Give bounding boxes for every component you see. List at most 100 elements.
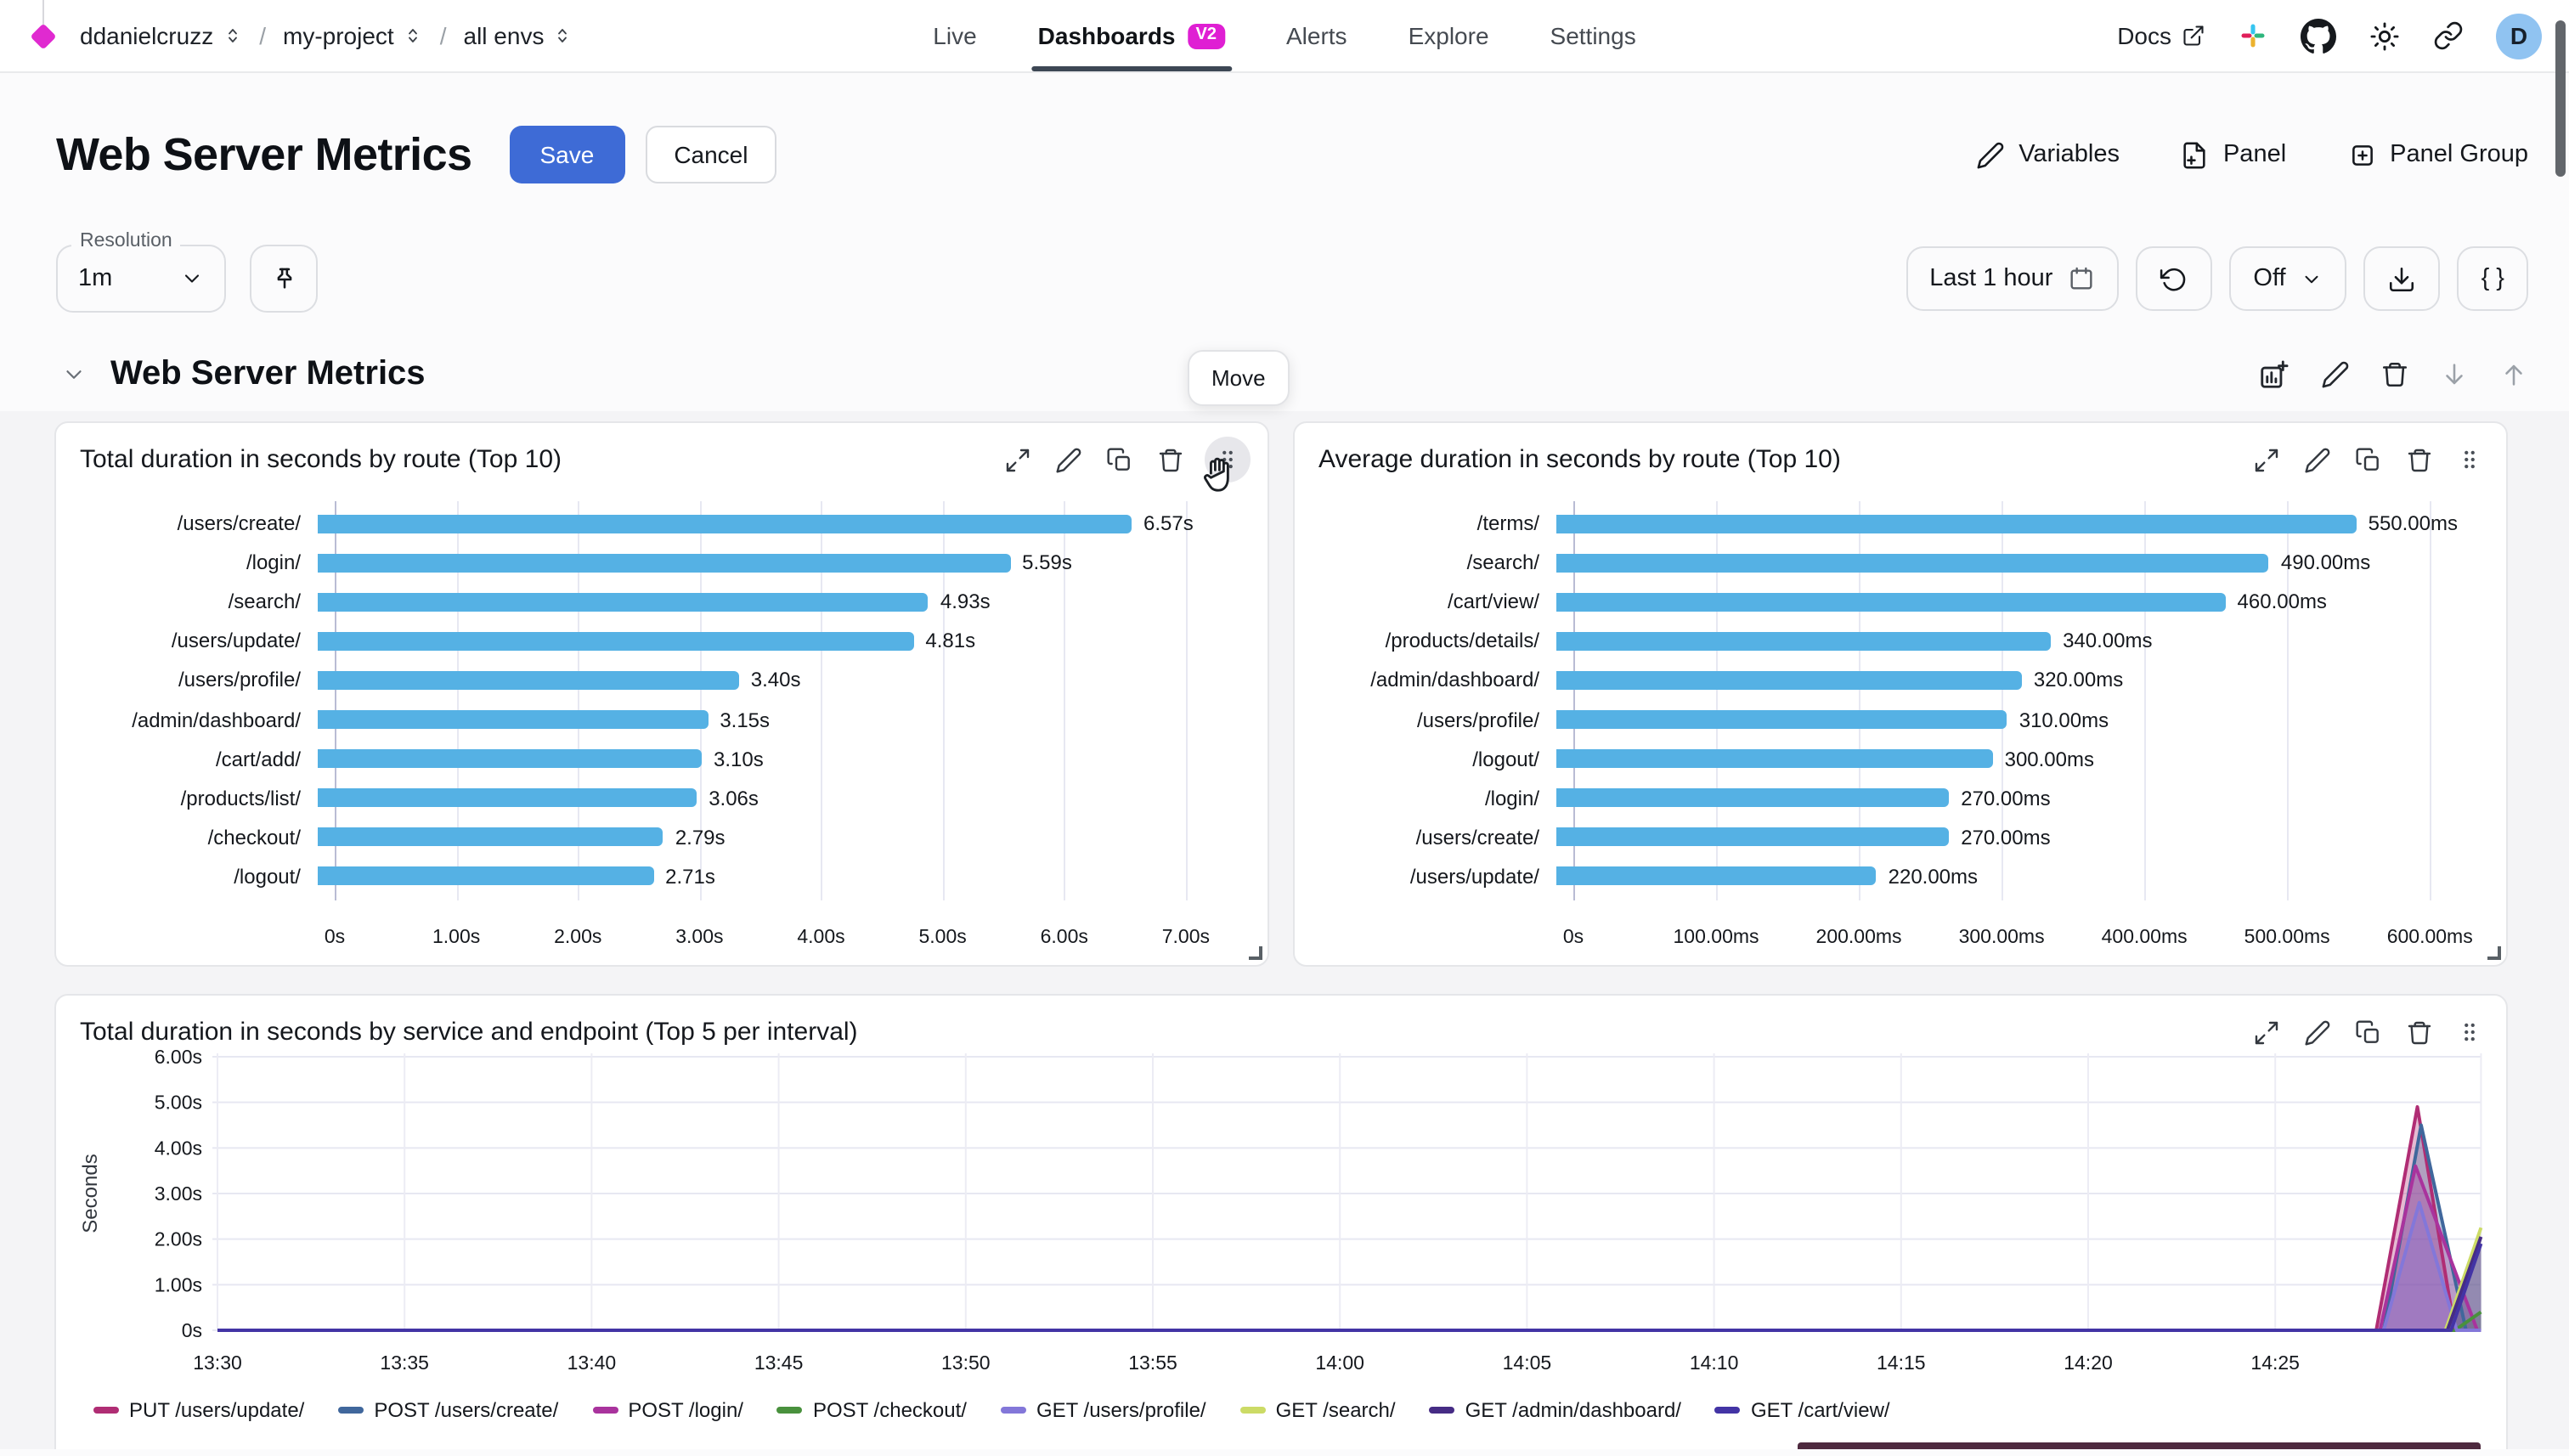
org-selector[interactable]: ddanielcruzz	[80, 22, 242, 49]
legend-item[interactable]: GET /admin/dashboard/	[1429, 1398, 1681, 1422]
bar[interactable]	[1556, 553, 2269, 573]
duplicate-panel-icon[interactable]	[2355, 446, 2382, 473]
bar[interactable]	[1556, 631, 2052, 651]
nav-item-dashboards[interactable]: Dashboards V2	[1030, 0, 1233, 71]
delete-group-icon[interactable]	[2380, 360, 2409, 389]
bar-row[interactable]: /users/profile/310.00ms	[1318, 703, 2476, 736]
bar[interactable]	[318, 710, 709, 730]
bar[interactable]	[318, 631, 914, 651]
json-view-button[interactable]: { }	[2457, 246, 2528, 311]
legend-item[interactable]: POST /checkout/	[776, 1398, 967, 1422]
nav-item-live[interactable]: Live	[933, 0, 976, 71]
legend-item[interactable]: GET /users/profile/	[1000, 1398, 1206, 1422]
add-panel-icon[interactable]	[2258, 358, 2290, 391]
duplicate-panel-icon[interactable]	[2355, 1019, 2382, 1046]
bar-row[interactable]: /users/update/220.00ms	[1318, 860, 2476, 894]
bar-row[interactable]: /users/create/6.57s	[80, 506, 1237, 540]
expand-panel-icon[interactable]	[1004, 446, 1031, 473]
bar-chart-total-duration[interactable]: /users/create/6.57s/login/5.59s/search/4…	[80, 501, 1251, 948]
bar-row[interactable]: /admin/dashboard/3.15s	[80, 703, 1237, 736]
bar[interactable]	[1556, 670, 2022, 690]
duplicate-panel-icon[interactable]	[1106, 446, 1133, 473]
line-chart-duration-over-time[interactable]: 0s 1.00s 2.00s 3.00s 4.00s 5.00s 6.00s Seconds 1…	[56, 1046, 2506, 1422]
bar[interactable]	[1556, 749, 1993, 769]
refresh-button[interactable]	[2136, 246, 2213, 311]
legend-item[interactable]: PUT /users/update/	[93, 1398, 304, 1422]
bar-row[interactable]: /cart/add/3.10s	[80, 742, 1237, 776]
user-avatar[interactable]: D	[2496, 13, 2542, 59]
resize-handle[interactable]	[2487, 946, 2501, 960]
environment-selector[interactable]: all envs	[464, 22, 573, 49]
bar-row[interactable]: /products/list/3.06s	[80, 782, 1237, 815]
bar[interactable]	[318, 592, 929, 612]
bar-row[interactable]: /cart/view/460.00ms	[1318, 584, 2476, 618]
edit-panel-icon[interactable]	[1055, 446, 1082, 473]
cancel-button[interactable]: Cancel	[645, 126, 777, 183]
move-group-down-icon[interactable]	[2440, 360, 2469, 389]
bar[interactable]	[318, 866, 654, 886]
edit-group-icon[interactable]	[2321, 360, 2350, 389]
docs-link[interactable]: Docs	[2117, 22, 2205, 49]
share-link-icon[interactable]	[2433, 20, 2464, 51]
bar-row[interactable]: /search/4.93s	[80, 584, 1237, 618]
drag-handle-icon[interactable]	[2457, 1019, 2482, 1045]
bar-row[interactable]: /login/5.59s	[80, 545, 1237, 579]
bar[interactable]	[318, 749, 703, 769]
expand-panel-icon[interactable]	[2253, 446, 2280, 473]
collapse-chevron-icon[interactable]	[61, 362, 87, 387]
auto-refresh-select[interactable]: Off	[2229, 246, 2347, 311]
bar-chart-average-duration[interactable]: /terms/550.00ms/search/490.00ms/cart/vie…	[1318, 501, 2489, 948]
bar-row[interactable]: /users/create/270.00ms	[1318, 821, 2476, 855]
bar[interactable]	[1556, 514, 2357, 533]
delete-panel-icon[interactable]	[2406, 446, 2433, 473]
bar[interactable]	[318, 514, 1132, 533]
vertical-scrollbar[interactable]	[2555, 20, 2566, 177]
bar-row[interactable]: /users/profile/3.40s	[80, 663, 1237, 697]
bar-row[interactable]: /admin/dashboard/320.00ms	[1318, 663, 2476, 697]
nav-item-alerts[interactable]: Alerts	[1286, 0, 1347, 71]
edit-panel-icon[interactable]	[2304, 1019, 2331, 1046]
pin-button[interactable]	[250, 245, 318, 313]
legend-item[interactable]: GET /search/	[1239, 1398, 1396, 1422]
legend-item[interactable]: POST /users/create/	[338, 1398, 558, 1422]
resolution-select[interactable]: Resolution 1m	[56, 231, 226, 313]
bar-row[interactable]: /logout/2.71s	[80, 860, 1237, 894]
bar-row[interactable]: /checkout/2.79s	[80, 821, 1237, 855]
delete-panel-icon[interactable]	[1157, 446, 1184, 473]
drag-handle-icon[interactable]	[2457, 447, 2482, 472]
bar[interactable]	[318, 788, 697, 808]
nav-item-settings[interactable]: Settings	[1550, 0, 1636, 71]
bar[interactable]	[318, 670, 739, 690]
bar-row[interactable]: /users/update/4.81s	[80, 624, 1237, 658]
time-range-button[interactable]: Last 1 hour	[1906, 246, 2120, 311]
bar[interactable]	[1556, 866, 1877, 886]
legend-item[interactable]: POST /login/	[592, 1398, 743, 1422]
edit-panel-icon[interactable]	[2304, 446, 2331, 473]
project-selector[interactable]: my-project	[283, 22, 423, 49]
delete-panel-icon[interactable]	[2406, 1019, 2433, 1046]
bar[interactable]	[318, 553, 1011, 573]
theme-sun-icon[interactable]	[2369, 20, 2401, 52]
bar[interactable]	[1556, 592, 2226, 612]
bar[interactable]	[1556, 827, 1950, 847]
expand-panel-icon[interactable]	[2253, 1019, 2280, 1046]
bar-row[interactable]: /products/details/340.00ms	[1318, 624, 2476, 658]
panel-button[interactable]: Panel	[2181, 140, 2286, 169]
bar[interactable]	[1556, 788, 1950, 808]
save-button[interactable]: Save	[509, 126, 625, 183]
variables-button[interactable]: Variables	[1976, 140, 2120, 169]
bar-row[interactable]: /search/490.00ms	[1318, 545, 2476, 579]
download-button[interactable]	[2363, 246, 2441, 311]
bar[interactable]	[1556, 710, 2007, 730]
bar-row[interactable]: /logout/300.00ms	[1318, 742, 2476, 776]
panel-group-button[interactable]: Panel Group	[2347, 140, 2528, 169]
move-group-up-icon[interactable]	[2499, 360, 2528, 389]
github-icon[interactable]	[2301, 18, 2336, 54]
nav-item-explore[interactable]: Explore	[1409, 0, 1489, 71]
legend-item[interactable]: GET /cart/view/	[1714, 1398, 1890, 1422]
bar-row[interactable]: /login/270.00ms	[1318, 782, 2476, 815]
bar-row[interactable]: /terms/550.00ms	[1318, 506, 2476, 540]
bar[interactable]	[318, 827, 663, 847]
slack-icon[interactable]	[2238, 20, 2268, 51]
resize-handle[interactable]	[1249, 946, 1262, 960]
